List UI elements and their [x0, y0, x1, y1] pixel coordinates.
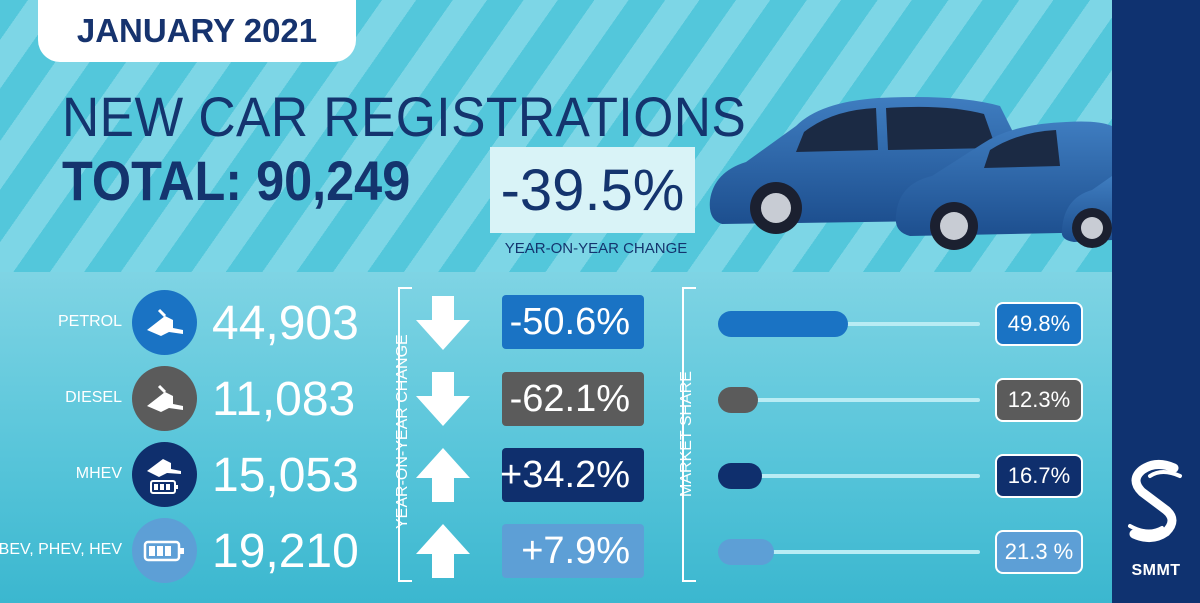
row-count-diesel: 11,083: [212, 373, 356, 426]
arrow-down-icon: [416, 372, 470, 426]
row-change-diesel: -62.1%: [502, 372, 644, 426]
total-yoy-change: -39.5%: [490, 147, 695, 233]
row-label-petrol: PETROL: [57, 313, 122, 330]
date-badge: JANUARY 2021: [38, 0, 356, 62]
share-track: [725, 398, 980, 402]
share-bracket: [682, 287, 696, 582]
fuel-pump-icon: [132, 366, 197, 431]
row-change-petrol: -50.6%: [502, 295, 644, 349]
fuel-pump-battery-icon: [132, 442, 197, 507]
row-share-petrol: 49.8%: [995, 302, 1083, 346]
row-label-diesel: DIESEL: [65, 389, 122, 406]
share-axis-label: MARKET SHARE: [678, 371, 695, 497]
share-bar-petrol: [718, 311, 848, 337]
share-bar-bev: [718, 539, 774, 565]
share-bar-mhev: [718, 463, 762, 489]
row-label-bev: BEV, PHEV, HEV: [0, 541, 122, 558]
yoy-axis-label: YEAR-ON-YEAR CHANGE: [394, 334, 411, 529]
page-title: NEW CAR REGISTRATIONS: [62, 85, 747, 148]
yoy-bracket: [398, 287, 412, 582]
row-share-mhev: 16.7%: [995, 454, 1083, 498]
arrow-up-icon: [416, 448, 470, 502]
total-registrations: TOTAL: 90,249: [62, 149, 411, 212]
row-share-diesel: 12.3%: [995, 378, 1083, 422]
share-track: [725, 550, 980, 554]
row-change-mhev: +34.2%: [500, 448, 644, 502]
row-count-bev: 19,210: [212, 525, 359, 578]
share-track: [725, 322, 980, 326]
share-track: [725, 474, 980, 478]
brand-name: SMMT: [1131, 562, 1181, 579]
row-count-petrol: 44,903: [212, 297, 359, 350]
cars-illustration: [709, 97, 1112, 250]
car-icon: [1061, 176, 1112, 248]
battery-icon: [132, 518, 197, 583]
car-icon: [895, 121, 1112, 250]
row-label-mhev: MHEV: [75, 465, 122, 482]
smmt-logo-icon: [1128, 460, 1182, 542]
row-share-bev: 21.3 %: [995, 530, 1083, 574]
fuel-pump-icon: [132, 290, 197, 355]
row-change-bev: +7.9%: [502, 524, 644, 578]
arrow-up-icon: [416, 524, 470, 578]
arrow-down-icon: [416, 296, 470, 350]
share-bar-diesel: [718, 387, 758, 413]
row-count-mhev: 15,053: [212, 449, 359, 502]
yoy-caption: YEAR-ON-YEAR CHANGE: [504, 240, 688, 257]
